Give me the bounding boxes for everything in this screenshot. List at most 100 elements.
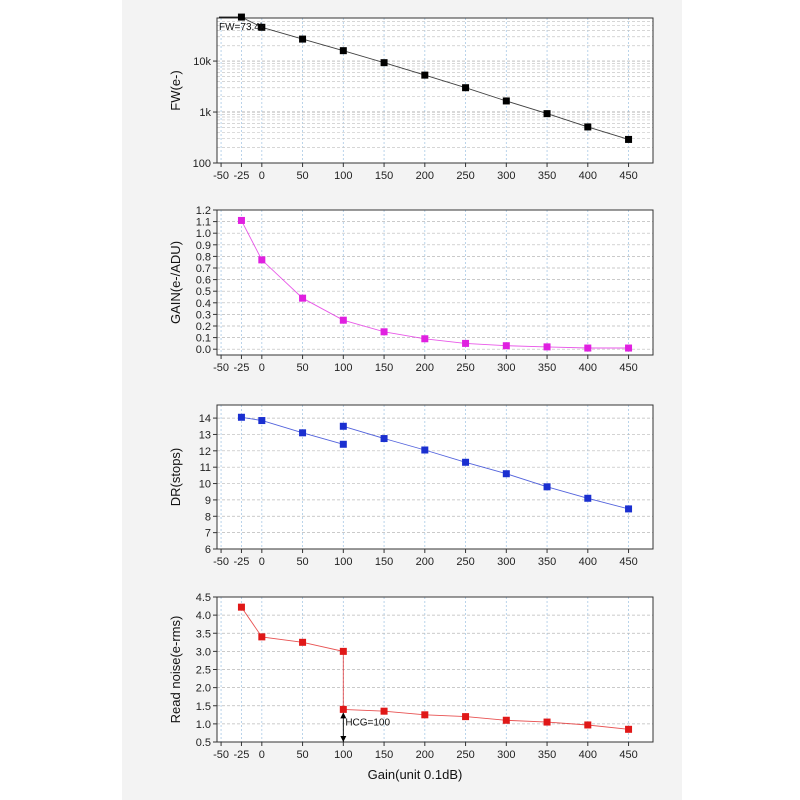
x-tick-label: 300 bbox=[497, 749, 515, 761]
x-tick-label: -50 bbox=[213, 362, 229, 374]
chart-panel-gain: -50 -25 0 50 100 150 200 250 300 350 400 4500.00.10… bbox=[168, 205, 654, 374]
annotation-arrowhead bbox=[340, 712, 347, 719]
y-tick-label: 0.1 bbox=[196, 333, 211, 345]
y-tick-label: 2.0 bbox=[196, 683, 211, 695]
x-tick-label: 200 bbox=[416, 749, 434, 761]
data-point bbox=[299, 429, 307, 437]
y-tick-label: 9 bbox=[205, 495, 211, 507]
data-point bbox=[462, 84, 470, 92]
x-tick-label: -25 bbox=[233, 556, 249, 568]
x-tick-label: 450 bbox=[619, 749, 637, 761]
annotation-label: FW=73.4k bbox=[219, 22, 266, 33]
y-tick-label: 0.7 bbox=[196, 263, 211, 275]
plot-frame bbox=[216, 17, 654, 164]
data-point bbox=[502, 97, 510, 105]
data-point bbox=[339, 422, 347, 430]
y-tick-label: 1.1 bbox=[196, 217, 211, 229]
y-tick-label: 0.6 bbox=[196, 275, 211, 287]
data-point bbox=[543, 483, 551, 491]
annotation-label: HCG=100 bbox=[345, 717, 390, 728]
y-axis-label: DR(stops) bbox=[168, 448, 183, 507]
data-point bbox=[502, 716, 510, 724]
x-tick-label: 400 bbox=[579, 749, 597, 761]
data-point bbox=[543, 110, 551, 118]
data-point bbox=[543, 343, 551, 351]
annotation-arrowhead bbox=[340, 736, 347, 742]
x-tick-label: 100 bbox=[334, 170, 352, 182]
x-tick-label: -25 bbox=[233, 170, 249, 182]
x-tick-label: 200 bbox=[416, 556, 434, 568]
x-tick-label: 50 bbox=[296, 362, 308, 374]
x-tick-label: 250 bbox=[456, 556, 474, 568]
data-point bbox=[339, 47, 347, 55]
chart-panel-noise: -50 -25 0 50 100 150 200 250 300 350 400 450 0.5 1.0 1… bbox=[168, 592, 654, 761]
data-point bbox=[299, 294, 307, 302]
data-point bbox=[299, 638, 307, 646]
y-tick-label: 3.5 bbox=[196, 628, 211, 640]
x-tick-label: 400 bbox=[579, 556, 597, 568]
x-tick-label: 300 bbox=[497, 170, 515, 182]
x-tick-label: 400 bbox=[579, 362, 597, 374]
data-point bbox=[237, 413, 245, 421]
y-tick-label: 4.5 bbox=[196, 592, 211, 604]
data-point bbox=[339, 647, 347, 655]
x-tick-label: 200 bbox=[416, 362, 434, 374]
x-tick-label: 300 bbox=[497, 556, 515, 568]
data-point bbox=[584, 494, 592, 502]
x-tick-label: 350 bbox=[538, 556, 556, 568]
chart-panel-fw: -50 -25 0 50 100 150 200 250 300 350 400 450 100 1k 10… bbox=[168, 13, 654, 182]
y-tick-label: 11 bbox=[200, 462, 211, 474]
x-tick-label: 150 bbox=[375, 362, 393, 374]
y-tick-label: 0.2 bbox=[196, 321, 211, 333]
x-tick-label: 450 bbox=[619, 556, 637, 568]
x-tick-label: 450 bbox=[619, 170, 637, 182]
y-tick-label: 1.0 bbox=[196, 228, 211, 240]
x-tick-label: 200 bbox=[416, 170, 434, 182]
x-tick-label: 300 bbox=[497, 362, 515, 374]
x-tick-label: 100 bbox=[334, 556, 352, 568]
y-axis-label: GAIN(e-/ADU) bbox=[168, 241, 183, 324]
data-point bbox=[421, 335, 429, 343]
y-tick-label: 2.5 bbox=[196, 665, 211, 677]
y-tick-label: 7 bbox=[205, 528, 211, 540]
data-point bbox=[502, 342, 510, 350]
data-point bbox=[462, 713, 470, 721]
plot-area bbox=[217, 210, 653, 355]
data-point bbox=[339, 440, 347, 448]
y-tick-label: 100 bbox=[193, 158, 211, 170]
data-point bbox=[380, 435, 388, 443]
x-tick-label: 0 bbox=[259, 749, 265, 761]
y-tick-label: 1k bbox=[199, 107, 211, 119]
data-point bbox=[584, 721, 592, 729]
y-tick-label: 8 bbox=[205, 511, 211, 523]
x-tick-label: -50 bbox=[213, 170, 229, 182]
data-point bbox=[584, 123, 592, 131]
x-tick-label: 350 bbox=[538, 362, 556, 374]
data-point bbox=[584, 344, 592, 352]
data-point bbox=[421, 446, 429, 454]
series-line bbox=[241, 416, 344, 445]
y-tick-label: 1.0 bbox=[196, 719, 211, 731]
series-line bbox=[343, 425, 629, 510]
x-tick-label: 0 bbox=[259, 556, 265, 568]
data-point bbox=[543, 718, 551, 726]
data-point bbox=[380, 59, 388, 67]
plot-frame bbox=[216, 209, 654, 356]
series-line bbox=[241, 606, 629, 730]
data-point bbox=[421, 71, 429, 79]
data-point bbox=[462, 339, 470, 347]
y-tick-label: 10 bbox=[199, 479, 211, 491]
x-tick-label: 250 bbox=[456, 170, 474, 182]
data-point bbox=[237, 603, 245, 611]
y-tick-label: 4.0 bbox=[196, 610, 211, 622]
data-point bbox=[502, 470, 510, 478]
data-point bbox=[339, 705, 347, 713]
data-point bbox=[258, 256, 266, 264]
data-point bbox=[625, 725, 633, 733]
x-tick-label: -50 bbox=[213, 556, 229, 568]
x-tick-label: 350 bbox=[538, 170, 556, 182]
x-tick-label: -25 bbox=[233, 362, 249, 374]
y-tick-label: 13 bbox=[199, 429, 211, 441]
x-tick-label: -25 bbox=[233, 749, 249, 761]
x-tick-label: -50 bbox=[213, 749, 229, 761]
